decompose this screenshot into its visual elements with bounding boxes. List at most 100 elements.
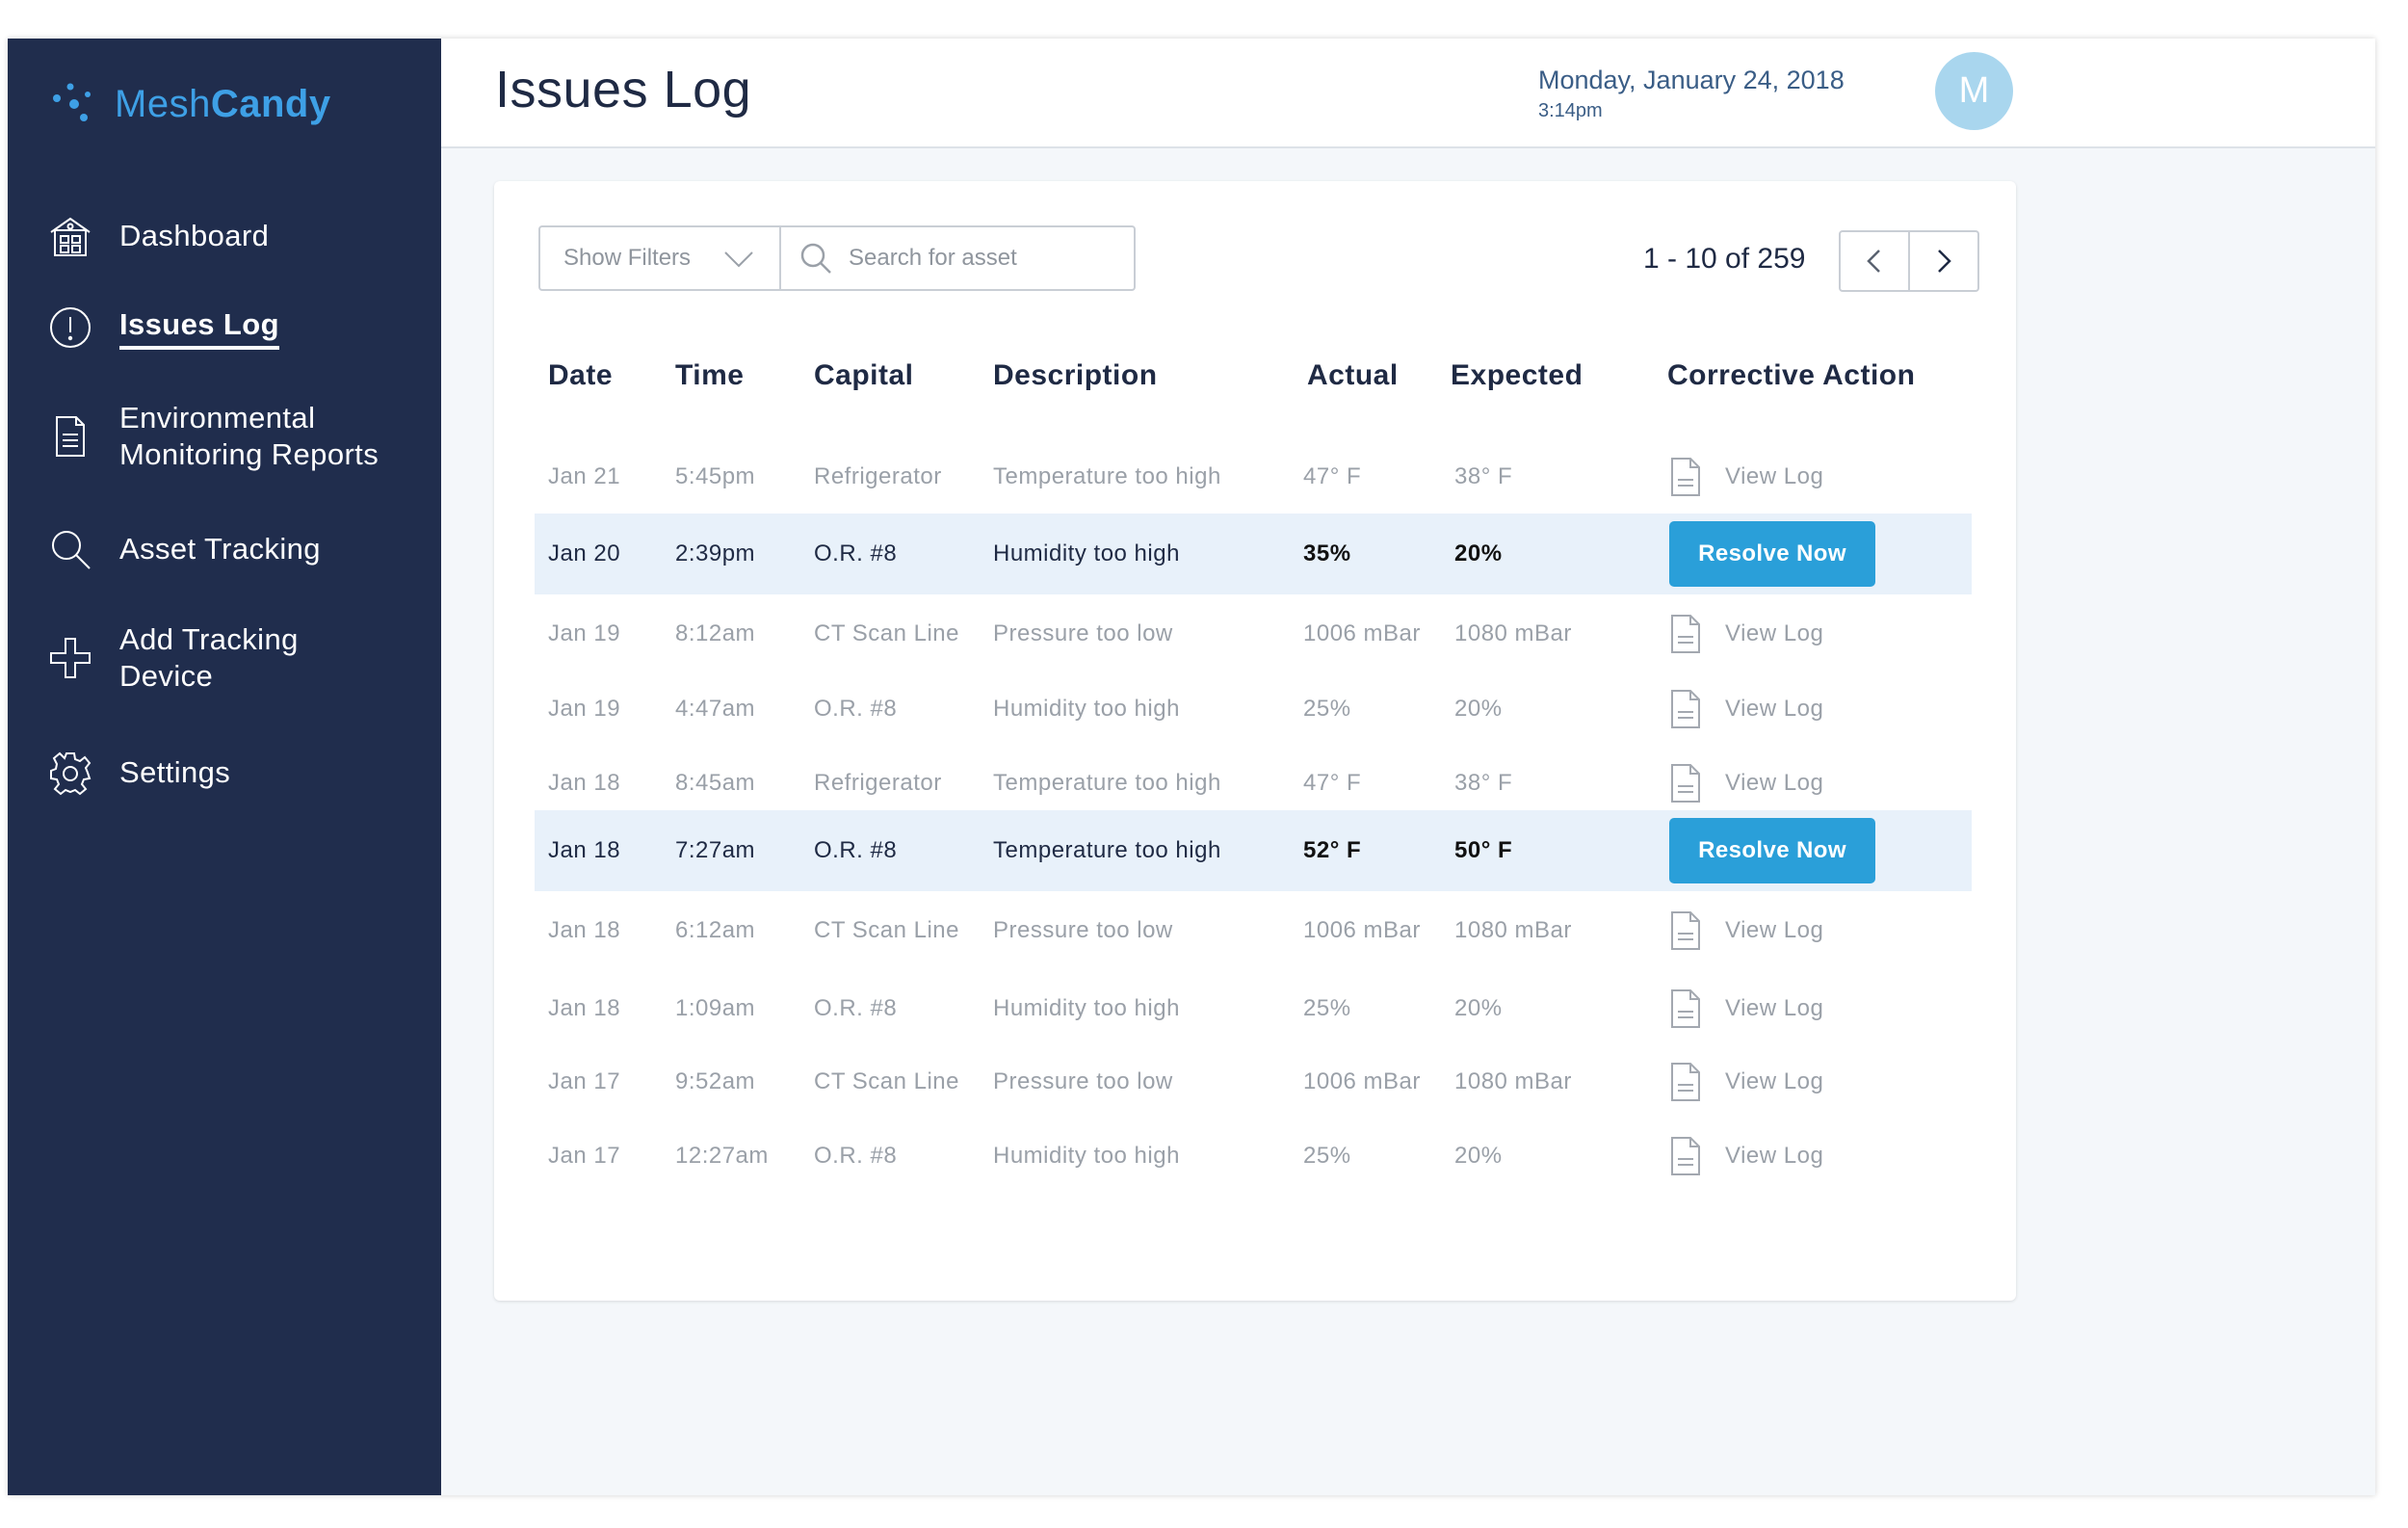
cell-description: Pressure too low [993, 1068, 1173, 1094]
cell-time: 9:52am [675, 1068, 756, 1094]
cell-time: 12:27am [675, 1143, 769, 1169]
resolve-now-button[interactable]: Resolve Now [1669, 818, 1875, 883]
sidebar-item-label: Add Tracking Device [119, 622, 299, 693]
cell-date: Jan 18 [548, 995, 621, 1021]
cell-time: 8:12am [675, 620, 756, 646]
cell-description: Temperature too high [993, 837, 1221, 863]
cell-corrective-action: View Log [1669, 1041, 1823, 1122]
table-row[interactable]: Jan 20 2:39pm O.R. #8 Humidity too high 35% 2… [535, 514, 1972, 594]
brand-logo[interactable]: MeshCandy [49, 75, 331, 133]
cell-corrective-action: View Log [1669, 1116, 1823, 1197]
cell-actual: 25% [1303, 696, 1351, 722]
sidebar-item-settings[interactable]: Settings [46, 749, 230, 797]
filters-label: Show Filters [563, 245, 692, 271]
search-input[interactable] [847, 244, 1120, 273]
column-header-actual[interactable]: Actual [1307, 359, 1399, 391]
top-header: Issues Log Monday, January 24, 2018 3:14… [441, 39, 2375, 148]
cell-expected: 20% [1454, 1143, 1503, 1169]
cell-time: 8:45am [675, 770, 756, 796]
view-log-link[interactable]: View Log [1669, 689, 1823, 729]
cell-date: Jan 18 [548, 837, 621, 863]
sidebar: MeshCandy Dashboard [8, 39, 441, 1495]
column-header-date[interactable]: Date [548, 359, 614, 391]
column-header-time[interactable]: Time [675, 359, 745, 391]
sidebar-item-environmental-reports[interactable]: Environmental Monitoring Reports [46, 400, 379, 473]
view-log-link[interactable]: View Log [1669, 988, 1823, 1029]
cell-expected: 38° F [1454, 770, 1513, 796]
cell-corrective-action: View Log [1669, 968, 1823, 1049]
cell-time: 2:39pm [675, 540, 756, 566]
cell-actual: 1006 mBar [1303, 917, 1421, 943]
cell-capital: O.R. #8 [814, 540, 898, 566]
sidebar-item-label: Dashboard [119, 219, 270, 252]
cell-corrective-action: Resolve Now [1669, 810, 1875, 891]
alert-circle-icon [46, 303, 94, 352]
table-row[interactable]: Jan 18 8:45am Refrigerator Temperature too … [535, 743, 1972, 824]
column-header-corrective-action[interactable]: Corrective Action [1667, 359, 1916, 391]
cell-description: Humidity too high [993, 1143, 1180, 1169]
show-filters-dropdown[interactable]: Show Filters [538, 225, 781, 291]
cell-time: 5:45pm [675, 463, 756, 489]
sidebar-item-dashboard[interactable]: Dashboard [46, 212, 269, 260]
sidebar-item-label: Issues Log [119, 306, 279, 350]
chevron-right-icon [1938, 250, 1951, 273]
sidebar-item-add-tracking-device[interactable]: Add Tracking Device [46, 621, 299, 695]
previous-page-button[interactable] [1839, 230, 1910, 292]
cell-expected: 20% [1454, 696, 1503, 722]
chevron-down-icon [724, 251, 753, 268]
chevron-left-icon [1867, 250, 1880, 273]
sidebar-item-label: Asset Tracking [119, 532, 321, 566]
cell-capital: CT Scan Line [814, 917, 959, 943]
cell-description: Temperature too high [993, 463, 1221, 489]
view-log-label: View Log [1725, 696, 1824, 722]
cell-actual: 25% [1303, 1143, 1351, 1169]
cell-description: Humidity too high [993, 696, 1180, 722]
issues-card: Show Filters 1 - 10 of 259 Date Time Cap… [494, 181, 2016, 1301]
brand-dots-icon [53, 83, 91, 121]
table-row[interactable]: Jan 21 5:45pm Refrigerator Temperature too … [535, 436, 1972, 517]
view-log-link[interactable]: View Log [1669, 457, 1823, 497]
column-header-capital[interactable]: Capital [814, 359, 914, 391]
column-header-expected[interactable]: Expected [1451, 359, 1584, 391]
cell-description: Pressure too low [993, 620, 1173, 646]
view-log-link[interactable]: View Log [1669, 1136, 1823, 1176]
next-page-button[interactable] [1908, 230, 1979, 292]
column-header-description[interactable]: Description [993, 359, 1158, 391]
view-log-link[interactable]: View Log [1669, 910, 1823, 951]
sidebar-item-issues-log[interactable]: Issues Log [46, 303, 279, 352]
table-row[interactable]: Jan 17 12:27am O.R. #8 Humidity too high 25%… [535, 1116, 1972, 1197]
table-row[interactable]: Jan 17 9:52am CT Scan Line Pressure too low… [535, 1041, 1972, 1122]
search-box [779, 225, 1136, 291]
cell-date: Jan 18 [548, 917, 621, 943]
cell-date: Jan 17 [548, 1143, 621, 1169]
dashboard-building-icon [46, 212, 94, 260]
cell-capital: O.R. #8 [814, 696, 898, 722]
resolve-now-button[interactable]: Resolve Now [1669, 521, 1875, 587]
table-row[interactable]: Jan 18 6:12am CT Scan Line Pressure too low… [535, 890, 1972, 971]
page-title: Issues Log [495, 61, 752, 119]
plus-outline-icon [46, 634, 94, 682]
view-log-label: View Log [1725, 995, 1824, 1021]
brand-name: MeshCandy [115, 82, 331, 125]
log-file-icon [1671, 764, 1700, 803]
document-icon [46, 412, 94, 461]
table-row[interactable]: Jan 18 7:27am O.R. #8 Temperature too high 5… [535, 810, 1972, 891]
log-file-icon [1671, 615, 1700, 653]
cell-expected: 1080 mBar [1454, 917, 1572, 943]
table-row[interactable]: Jan 18 1:09am O.R. #8 Humidity too high 25% 2… [535, 968, 1972, 1049]
table-row[interactable]: Jan 19 4:47am O.R. #8 Humidity too high 25% 2… [535, 669, 1972, 750]
view-log-link[interactable]: View Log [1669, 1062, 1823, 1102]
cell-expected: 38° F [1454, 463, 1513, 489]
cell-corrective-action: View Log [1669, 593, 1823, 674]
cell-description: Temperature too high [993, 770, 1221, 796]
cell-time: 7:27am [675, 837, 756, 863]
table-row[interactable]: Jan 19 8:12am CT Scan Line Pressure too low… [535, 593, 1972, 674]
sidebar-item-asset-tracking[interactable]: Asset Tracking [46, 525, 321, 573]
cell-actual: 1006 mBar [1303, 620, 1421, 646]
view-log-link[interactable]: View Log [1669, 763, 1823, 804]
cell-corrective-action: View Log [1669, 743, 1823, 824]
sidebar-item-label: Environmental Monitoring Reports [119, 401, 380, 471]
cell-date: Jan 20 [548, 540, 621, 566]
view-log-link[interactable]: View Log [1669, 614, 1823, 654]
avatar[interactable]: M [1935, 52, 2013, 130]
